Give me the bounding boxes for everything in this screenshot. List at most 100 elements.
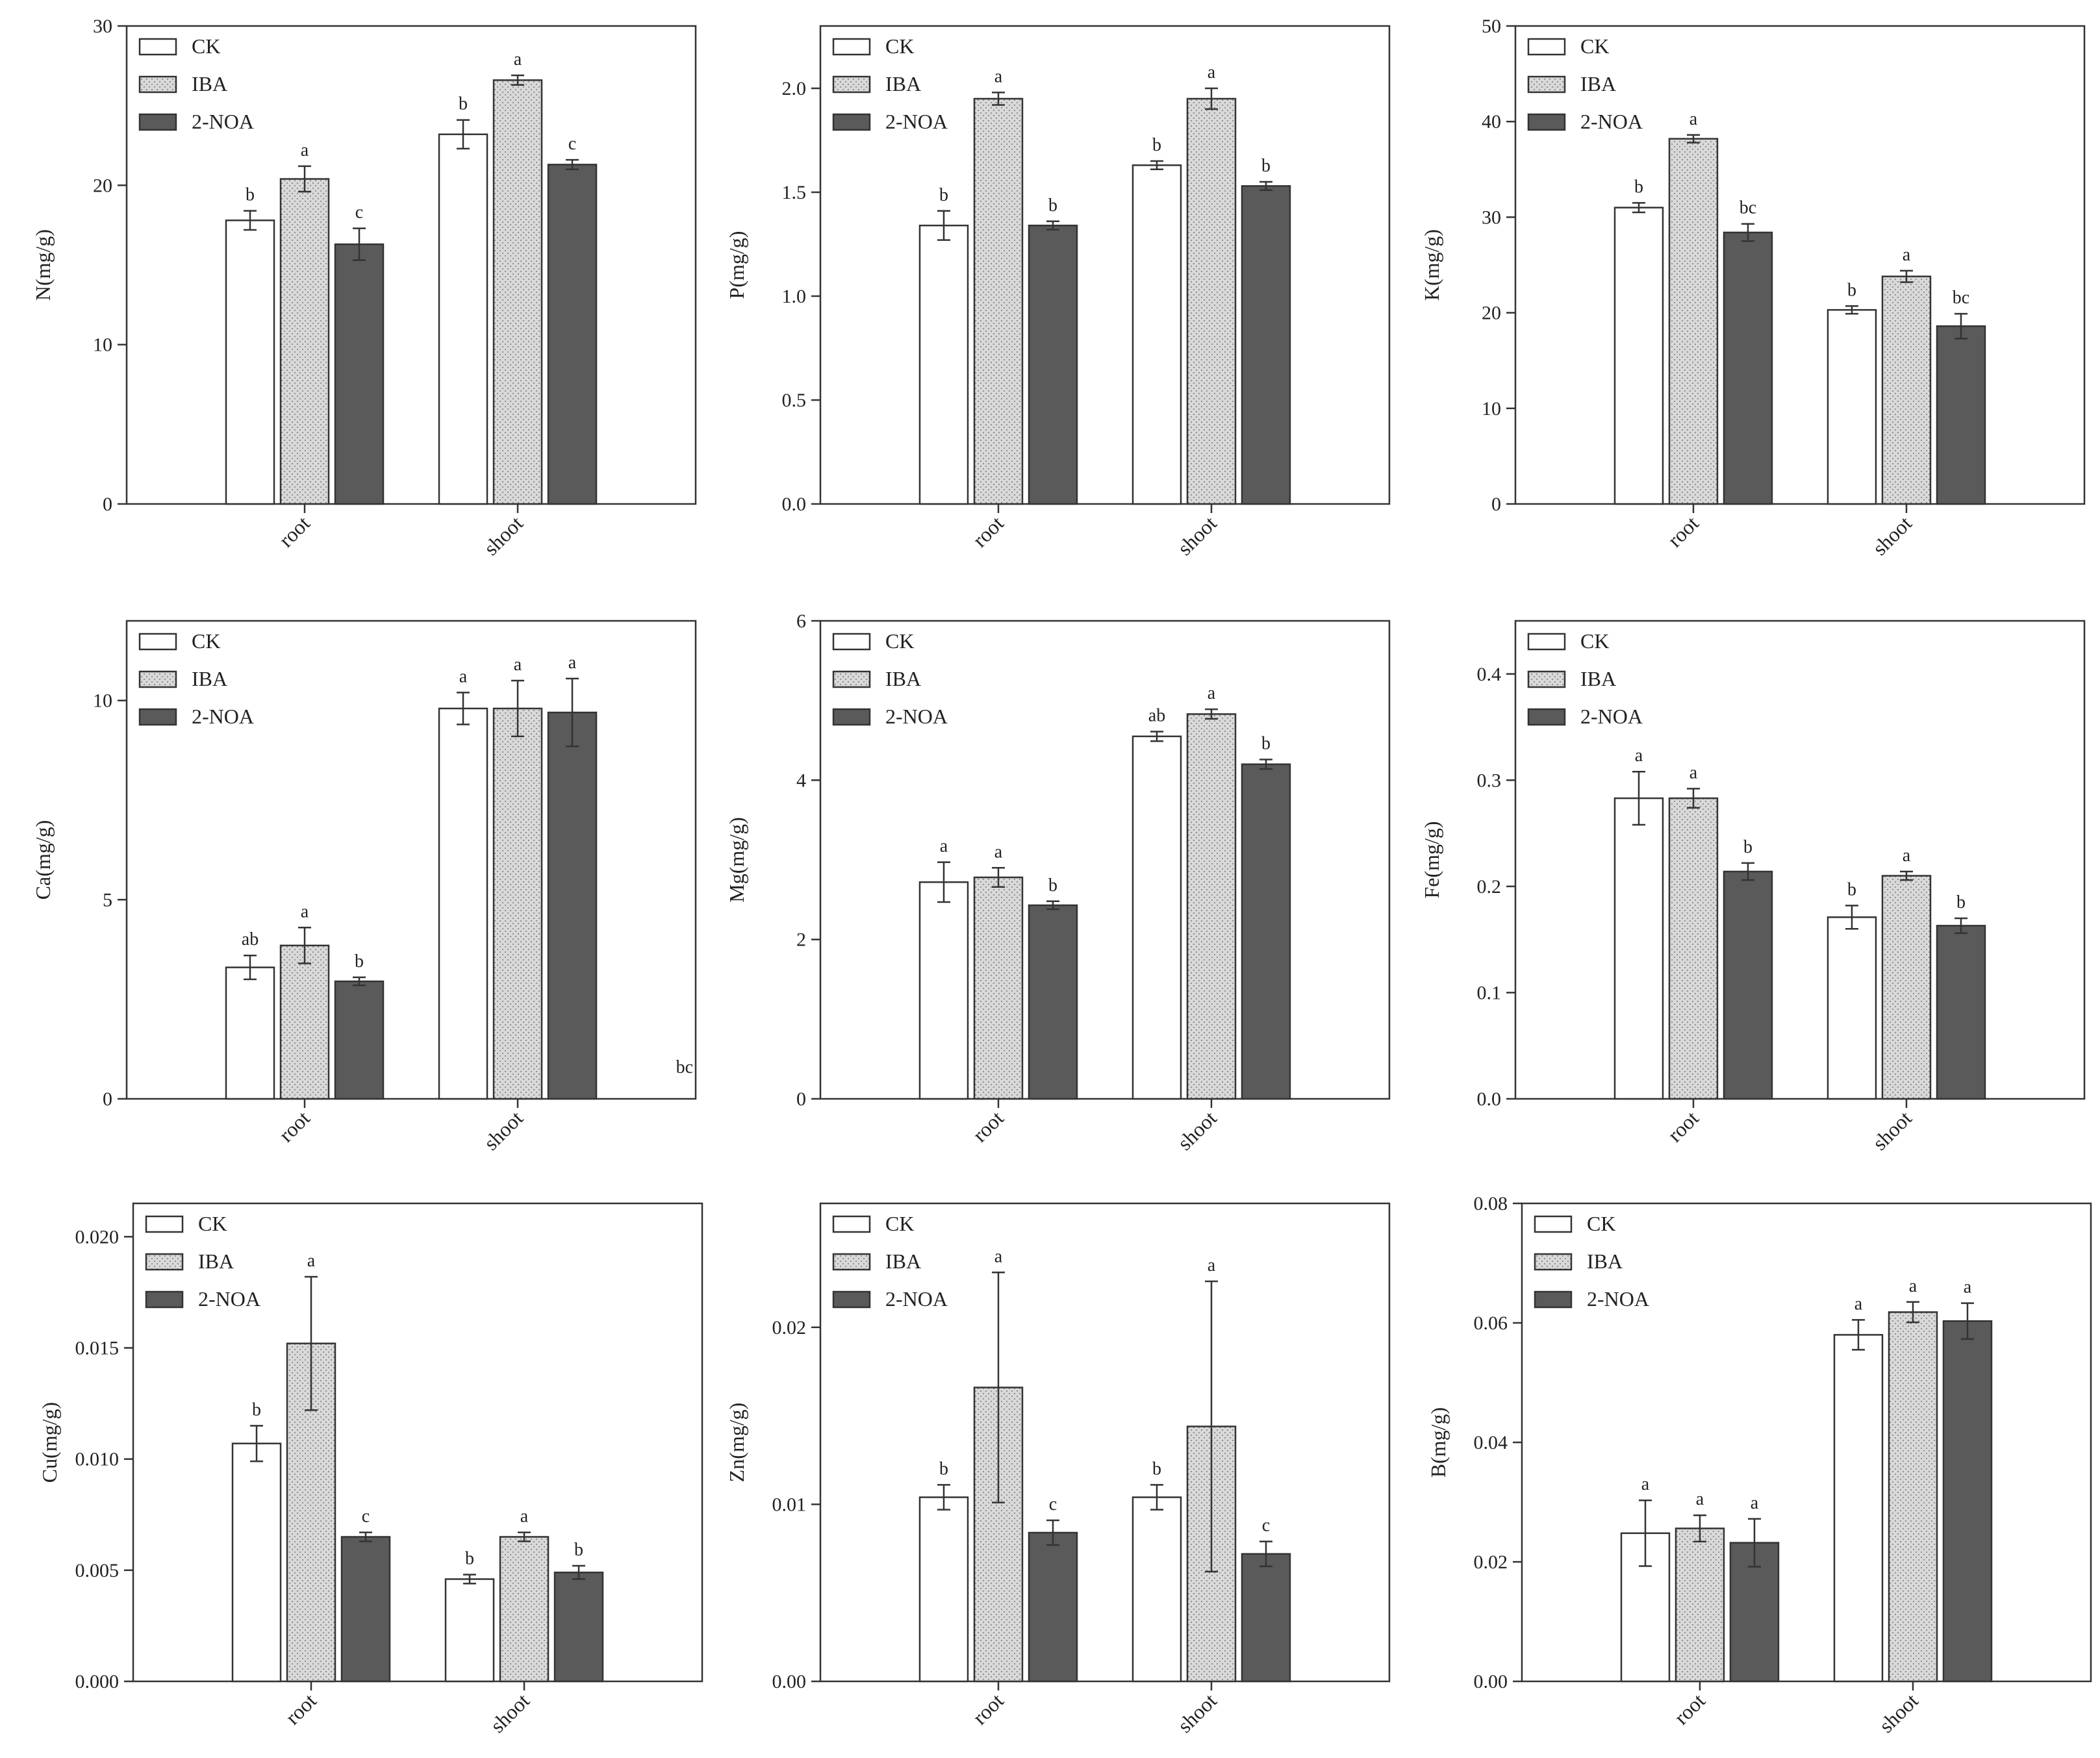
y-tick-label: 0.2 — [1477, 876, 1502, 898]
legend-swatch-CK — [1527, 633, 1566, 651]
significance-label: a — [301, 901, 309, 922]
y-tick-label: 30 — [1482, 207, 1501, 228]
y-tick-label: 10 — [1482, 398, 1501, 420]
legend-swatch-CK — [138, 38, 177, 56]
plot-frame — [1514, 620, 2086, 1100]
chart-panel-1: 0.0 0.5 1.0 1.5 2.0 P(mg/g) root shoot b b a a b b CK I… — [725, 25, 1391, 560]
significance-label: a — [1208, 683, 1216, 703]
legend-label-CK: CK — [1580, 34, 1609, 58]
significance-label: c — [1262, 1516, 1270, 1536]
bar-IBA-root — [973, 97, 1024, 505]
category-label-shoot: shoot — [479, 1106, 527, 1155]
bar-CK-shoot — [1827, 916, 1877, 1100]
legend-label-CK: CK — [198, 1212, 227, 1235]
legend-label-CK: CK — [1580, 629, 1609, 653]
legend-label-IBA: IBA — [885, 1249, 921, 1273]
legend-swatch-IBA — [1527, 75, 1566, 94]
bar-2-NOA-root — [1723, 870, 1773, 1100]
bar-2-NOA-root — [1723, 231, 1773, 505]
category-label-shoot: shoot — [479, 511, 527, 560]
legend-label-CK: CK — [192, 34, 220, 58]
bar-CK-shoot — [1132, 1496, 1182, 1683]
y-tick-label: 10 — [93, 334, 112, 356]
significance-label: a — [994, 842, 1003, 862]
significance-label: a — [1964, 1277, 1972, 1298]
significance-label: b — [574, 1540, 583, 1560]
bar-CK-shoot — [438, 707, 488, 1100]
significance-label: b — [939, 185, 948, 205]
legend-swatch-2-NOA — [832, 113, 871, 131]
y-axis-label: K(mg/g) — [1420, 229, 1443, 301]
significance-label: a — [301, 140, 309, 160]
significance-label: a — [514, 655, 522, 675]
legend-swatch-CK — [1527, 38, 1566, 56]
bar-IBA-root — [1668, 138, 1719, 505]
legend-label-2-NOA: 2-NOA — [192, 110, 254, 133]
significance-label: b — [1152, 1459, 1161, 1479]
legend-label-IBA: IBA — [192, 667, 227, 690]
significance-label: a — [459, 666, 468, 686]
y-tick-label: 6 — [796, 610, 806, 632]
legend-label-IBA: IBA — [1587, 1249, 1623, 1273]
category-label-root: root — [1663, 511, 1703, 551]
legend-swatch-CK — [832, 1215, 871, 1233]
y-axis-label: B(mg/g) — [1426, 1407, 1450, 1477]
y-tick-label: 0.010 — [75, 1449, 120, 1470]
legend-swatch-IBA — [145, 1253, 184, 1271]
legend-label-2-NOA: 2-NOA — [885, 705, 948, 728]
y-tick-label: 20 — [93, 175, 112, 196]
category-label-root: root — [968, 1689, 1008, 1729]
y-axis-label: Ca(mg/g) — [31, 820, 55, 900]
category-label-shoot: shoot — [485, 1689, 534, 1737]
chart-panel-7: 0.00 0.01 0.02 Zn(mg/g) root shoot b b a a c c CK IBA… — [725, 1202, 1391, 1737]
significance-label: c — [362, 1507, 370, 1527]
bar-CK-root — [225, 966, 275, 1100]
category-label-root: root — [281, 1689, 321, 1729]
category-label-shoot: shoot — [1867, 1106, 1916, 1155]
legend-label-2-NOA: 2-NOA — [885, 110, 948, 133]
legend-swatch-2-NOA — [138, 113, 177, 131]
significance-label: ab — [242, 929, 259, 949]
legend-swatch-CK — [138, 633, 177, 651]
category-label-root: root — [1669, 1689, 1710, 1729]
y-axis-label: N(mg/g) — [31, 229, 55, 301]
bar-2-NOA-shoot — [553, 1572, 604, 1683]
legend-label-CK: CK — [885, 34, 914, 58]
bar-CK-root — [918, 881, 969, 1100]
significance-label: a — [1208, 62, 1216, 82]
bar-IBA-shoot — [1888, 1311, 1938, 1683]
significance-label: c — [1049, 1494, 1057, 1514]
y-tick-label: 0.01 — [772, 1494, 807, 1515]
y-tick-label: 1.5 — [782, 182, 807, 203]
bar-IBA-root — [1675, 1527, 1725, 1683]
chart-panel-2: 0 10 20 30 40 50 K(mg/g) root shoot b b a a bc bc CK IBA… — [1420, 16, 2086, 560]
plot-frame — [132, 1202, 703, 1683]
y-tick-label: 0 — [1491, 494, 1501, 515]
bar-IBA-root — [279, 178, 330, 505]
significance-label: b — [1152, 135, 1161, 155]
bar-CK-shoot — [1833, 1334, 1884, 1683]
significance-label: a — [1635, 746, 1643, 766]
bar-IBA-shoot — [1186, 713, 1237, 1100]
significance-label: b — [465, 1549, 474, 1569]
y-axis-label: Cu(mg/g) — [38, 1402, 61, 1483]
y-tick-label: 0.000 — [75, 1671, 120, 1692]
significance-label: a — [1854, 1294, 1863, 1314]
bar-IBA-shoot — [499, 1536, 550, 1683]
legend-label-2-NOA: 2-NOA — [198, 1287, 260, 1311]
legend-swatch-IBA — [832, 670, 871, 688]
significance-label: b — [1956, 892, 1966, 912]
significance-label: b — [1847, 280, 1856, 300]
y-tick-label: 2.0 — [782, 78, 807, 99]
legend-swatch-2-NOA — [1534, 1290, 1573, 1309]
significance-label: a — [1689, 762, 1698, 783]
significance-label: b — [252, 1400, 261, 1420]
plot-frame — [819, 1202, 1391, 1683]
y-tick-label: 0.015 — [75, 1338, 120, 1359]
y-tick-label: 0.0 — [782, 494, 807, 515]
significance-label: a — [1208, 1255, 1216, 1275]
significance-label: a — [994, 66, 1003, 86]
category-label-root: root — [968, 511, 1008, 551]
legend-label-IBA: IBA — [192, 72, 227, 95]
